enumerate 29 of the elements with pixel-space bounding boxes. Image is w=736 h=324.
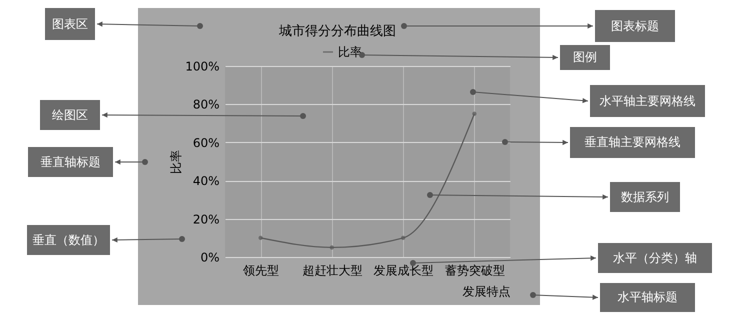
point bbox=[401, 236, 406, 240]
text: 图表区 bbox=[45, 8, 95, 40]
text: 垂直（数值） bbox=[27, 225, 110, 255]
x-tick-label: 发展成长型 bbox=[374, 264, 434, 278]
y-axis-title: 比率 bbox=[169, 150, 184, 174]
text: 垂直轴主要网格线 bbox=[570, 127, 695, 158]
y-tick-label: 80% bbox=[192, 98, 220, 112]
y-tick-label: 40% bbox=[192, 174, 220, 188]
x-axis-title: 发展特点 bbox=[462, 284, 510, 298]
x-tick-label: 蓄势突破型 bbox=[444, 264, 505, 278]
text: 水平轴标题 bbox=[600, 283, 695, 312]
text: 绘图区 bbox=[40, 100, 100, 130]
text: 图表标题 bbox=[595, 10, 675, 42]
text: 数据系列 bbox=[610, 182, 680, 212]
y-tick-label: 60% bbox=[192, 136, 220, 150]
point bbox=[472, 112, 476, 116]
y-tick-label: 100% bbox=[185, 60, 220, 74]
text: 图例 bbox=[560, 45, 610, 70]
text: 水平轴主要网格线 bbox=[590, 85, 705, 117]
x-tick-label: 超赶壮大型 bbox=[302, 264, 362, 278]
point bbox=[258, 236, 263, 240]
legend-label: 比率 bbox=[338, 45, 362, 59]
y-tick-label: 20% bbox=[192, 212, 220, 226]
point bbox=[330, 245, 334, 250]
x-tick-label: 领先型 bbox=[243, 264, 280, 278]
y-tick-label: 0% bbox=[200, 250, 220, 264]
text: 水平（分类）轴 bbox=[598, 243, 712, 273]
text: 垂直轴标题 bbox=[28, 147, 113, 177]
chart-title: 城市得分分布曲线图 bbox=[278, 24, 396, 39]
